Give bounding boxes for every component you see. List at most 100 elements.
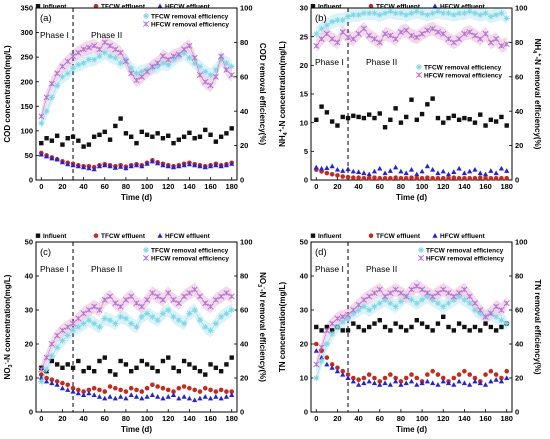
data-point — [70, 385, 76, 391]
data-point — [371, 35, 378, 43]
legend-label: HFCW effluent — [440, 233, 486, 240]
data-point — [371, 289, 378, 297]
data-point — [314, 324, 319, 330]
data-point — [133, 162, 140, 168]
data-point — [160, 162, 166, 168]
data-point — [133, 324, 140, 330]
data-point — [65, 362, 70, 367]
data-point — [96, 46, 103, 53]
data-point — [351, 113, 356, 118]
data-point — [408, 296, 415, 303]
inner-legend-label: HFCW removal efficiency — [426, 256, 504, 263]
data-point — [186, 289, 193, 297]
data-point — [456, 293, 463, 300]
data-point — [229, 126, 234, 131]
data-point — [128, 65, 135, 72]
data-point — [191, 60, 198, 67]
x-tick-label: 160 — [204, 182, 217, 191]
data-point — [133, 77, 140, 84]
inner-legend-label: HFCW removal efficiency — [424, 73, 502, 80]
data-point — [166, 355, 171, 360]
data-point — [403, 380, 409, 386]
x-tick-label: 180 — [225, 182, 238, 191]
data-point — [154, 317, 161, 324]
data-point — [208, 362, 213, 367]
star-marker-icon — [143, 247, 149, 253]
x-axis-label: Time (d) — [396, 425, 427, 434]
inner-legend-item: TFCW removal efficiency — [143, 247, 229, 255]
y-tick-label: 25 — [300, 32, 308, 41]
data-point — [414, 117, 419, 122]
data-point — [76, 358, 81, 364]
y-tick-label: 50 — [25, 238, 33, 247]
y-axis-label: NH4+-N concentration(mg/L) — [278, 41, 289, 147]
data-point — [60, 365, 65, 370]
data-point — [81, 144, 86, 149]
inner-legend-label: TFCW removal efficiency — [424, 65, 502, 72]
data-point — [107, 53, 114, 60]
data-point — [170, 164, 177, 170]
data-point — [351, 375, 356, 381]
x-tick-label: 80 — [122, 414, 130, 423]
data-point — [150, 382, 155, 388]
data-point — [430, 368, 435, 374]
data-point — [181, 358, 187, 364]
data-point — [350, 378, 356, 384]
data-point — [456, 117, 462, 122]
data-point — [397, 289, 404, 297]
data-point — [429, 10, 436, 17]
data-point — [472, 175, 478, 181]
series-tfcw-effluent — [313, 341, 510, 384]
data-point — [493, 372, 499, 377]
data-point — [155, 160, 161, 166]
data-point — [144, 310, 151, 317]
data-point — [382, 170, 388, 176]
data-point — [49, 358, 55, 364]
data-point — [493, 377, 499, 382]
data-point — [388, 175, 393, 181]
data-point — [191, 307, 198, 313]
data-point — [477, 35, 484, 43]
data-point — [65, 136, 70, 141]
data-point — [414, 375, 420, 381]
x-tick-label: 20 — [58, 414, 66, 423]
data-point — [207, 395, 214, 401]
data-point — [138, 68, 145, 75]
data-point — [203, 372, 208, 377]
data-point — [445, 10, 452, 17]
data-point — [482, 10, 489, 17]
data-point — [445, 35, 452, 43]
y-tick-label: 250 — [20, 53, 33, 62]
data-point — [450, 296, 457, 303]
data-point — [334, 166, 341, 172]
phase-1-label: Phase I — [315, 264, 344, 274]
x-tick-label: 40 — [79, 414, 87, 423]
data-point — [149, 392, 155, 397]
x-tick-label: 60 — [376, 414, 384, 423]
data-point — [356, 169, 362, 174]
data-point — [366, 175, 372, 181]
data-point — [212, 66, 219, 73]
data-point — [197, 369, 203, 374]
phase-1-label: Phase I — [40, 264, 69, 274]
data-point — [498, 165, 505, 171]
data-point — [228, 293, 235, 300]
y-right-tick-label: 20 — [240, 374, 248, 383]
data-point — [334, 315, 341, 322]
data-point — [59, 63, 66, 70]
data-point — [102, 355, 107, 360]
data-point — [175, 51, 182, 58]
data-point — [49, 380, 55, 386]
data-point — [440, 286, 447, 293]
y-right-tick-label: 0 — [515, 408, 519, 417]
data-point — [181, 46, 188, 53]
legend-label: Influent — [318, 233, 342, 240]
data-point — [118, 394, 124, 399]
data-point — [430, 166, 436, 172]
data-point — [181, 49, 188, 56]
star-marker-icon — [416, 64, 422, 70]
data-point — [54, 379, 60, 384]
data-point — [196, 293, 204, 300]
data-point — [59, 327, 66, 334]
data-point — [471, 300, 479, 307]
